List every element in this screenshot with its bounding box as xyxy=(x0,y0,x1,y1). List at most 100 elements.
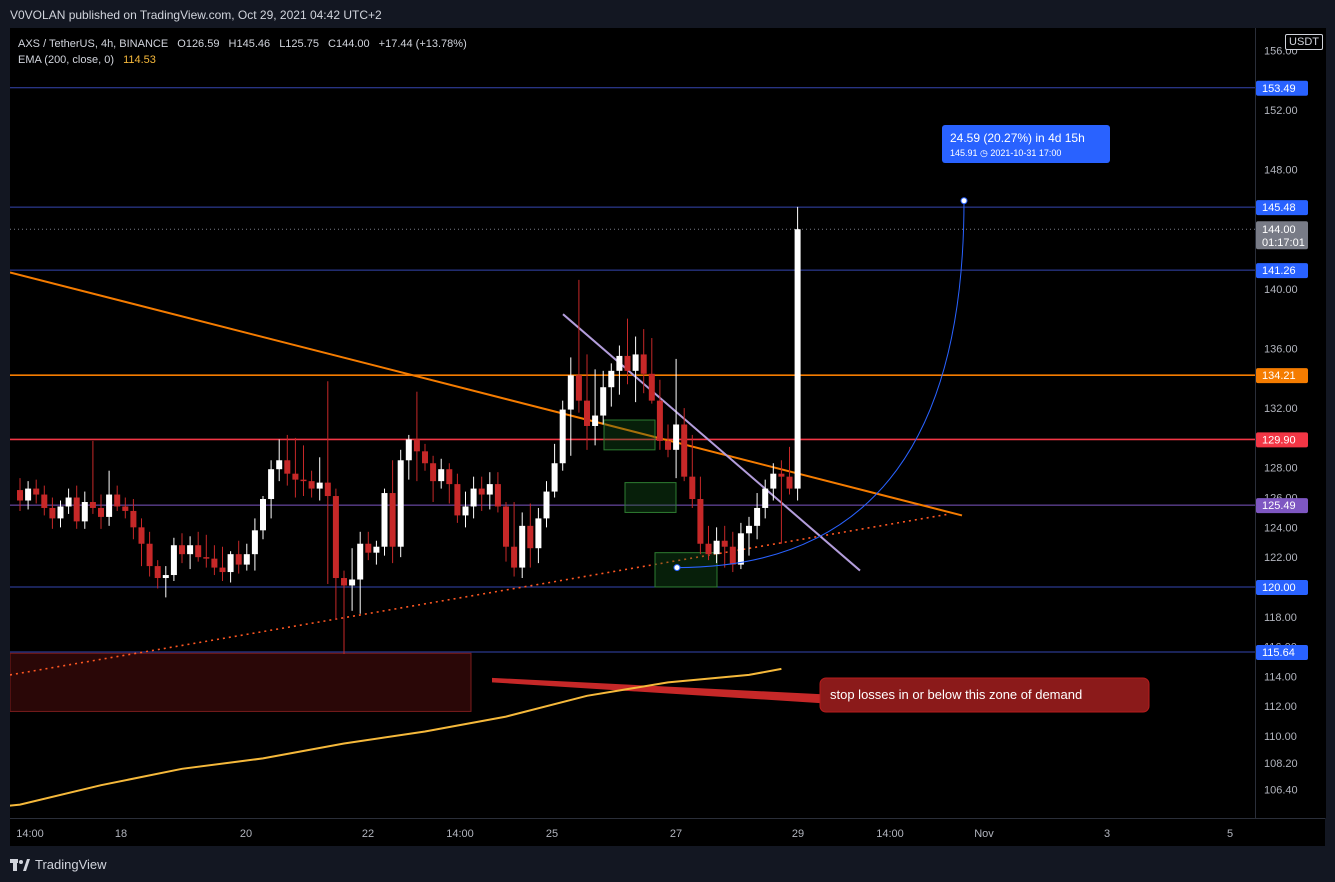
candle-body xyxy=(397,460,404,547)
publish-header: V0VOLAN published on TradingView.com, Oc… xyxy=(0,0,1335,28)
candle-body xyxy=(503,506,509,547)
candle-body xyxy=(235,554,242,565)
price-chart[interactable]: 24.59 (20.27%) in 4d 15h 145.91 ◷ 2021-10… xyxy=(10,28,1255,818)
candle-body xyxy=(405,439,412,461)
candle-body xyxy=(195,545,202,558)
candle-body xyxy=(130,510,137,528)
candle-body xyxy=(665,440,671,450)
price-tick: 112.00 xyxy=(1264,701,1297,713)
candle-body xyxy=(430,463,437,482)
price-tick: 140.00 xyxy=(1264,284,1298,296)
candle-body xyxy=(49,507,56,519)
demand-box-0 xyxy=(603,419,656,451)
level-label-4: 129.90 xyxy=(1262,434,1296,446)
price-tick: 148.00 xyxy=(1264,165,1298,177)
level-label-bg-3 xyxy=(1256,368,1308,384)
candle-body xyxy=(203,557,210,559)
candle-body xyxy=(413,439,420,452)
tradingview-logo[interactable]: TradingView xyxy=(10,857,107,872)
candle-body xyxy=(17,490,23,501)
candle-body xyxy=(713,540,720,555)
legend-high: H145.46 xyxy=(228,38,271,50)
price-tick: 118.00 xyxy=(1264,612,1297,624)
time-tick: 20 xyxy=(240,828,252,840)
candle-body xyxy=(600,387,607,416)
chart-legend: AXS / TetherUS, 4h, BINANCE O126.59 H145… xyxy=(18,36,467,68)
candle-body xyxy=(292,473,299,480)
candle-body xyxy=(608,370,615,388)
candle-body xyxy=(65,497,72,507)
time-tick: 14:00 xyxy=(876,828,904,840)
candle-body xyxy=(243,554,250,565)
level-label-5: 125.49 xyxy=(1262,500,1296,512)
price-tick: 108.20 xyxy=(1264,758,1298,770)
time-axis-labels: 14:00 18 20 22 14:00 25 27 29 14:00 Nov 3 5 xyxy=(16,828,1233,840)
candle-body xyxy=(324,482,331,497)
currency-button[interactable]: USDT xyxy=(1285,34,1323,50)
tradingview-logo-icon xyxy=(10,858,30,871)
candle-body xyxy=(349,579,356,586)
candle-body xyxy=(162,575,169,579)
level-label-bg-4 xyxy=(1256,432,1308,448)
candle-body xyxy=(381,493,388,547)
measure-start xyxy=(673,564,681,572)
ascending-dotted-trendline xyxy=(10,513,951,676)
candle-body xyxy=(219,567,226,573)
time-tick: 22 xyxy=(362,828,374,840)
candle-body xyxy=(470,488,477,507)
candle-body xyxy=(575,375,582,401)
candle-body xyxy=(519,525,526,568)
time-axis[interactable]: 14:00 18 20 22 14:00 25 27 29 14:00 Nov 3 5 xyxy=(10,818,1325,847)
time-tick: 5 xyxy=(1227,828,1233,840)
level-label-bg-6 xyxy=(1256,579,1308,595)
candle-body xyxy=(365,543,372,553)
level-label-bg-2 xyxy=(1256,263,1308,279)
legend-open: O126.59 xyxy=(177,38,220,50)
candle-body xyxy=(616,355,623,371)
demand-box-2 xyxy=(654,552,718,588)
candle-body xyxy=(567,375,574,410)
candle-body xyxy=(721,540,728,547)
candle-body xyxy=(33,488,40,495)
level-label-bg-0 xyxy=(1256,80,1308,96)
candle-body xyxy=(729,546,736,565)
price-tick: 128.00 xyxy=(1264,463,1298,475)
candle-body xyxy=(478,488,485,495)
price-tick: 132.00 xyxy=(1264,403,1298,415)
candle-body xyxy=(276,460,283,470)
publish-info: V0VOLAN published on TradingView.com, Oc… xyxy=(10,8,382,22)
tradingview-brand: TradingView xyxy=(35,857,107,872)
candle-body xyxy=(681,424,688,477)
candle-body xyxy=(592,415,599,426)
candle-body xyxy=(211,558,218,568)
legend-ema-value: 114.53 xyxy=(123,54,156,66)
candle-body xyxy=(762,488,769,508)
annotation-box xyxy=(819,677,1150,713)
candle-body xyxy=(511,546,518,568)
measure-arc xyxy=(676,200,965,569)
candle-body xyxy=(332,496,339,579)
price-tick: 114.00 xyxy=(1264,671,1297,683)
candle-body xyxy=(373,546,380,553)
price-tick: 110.00 xyxy=(1264,731,1297,743)
level-label-6: 120.00 xyxy=(1262,582,1296,594)
candle-body xyxy=(786,476,793,489)
chart-pane[interactable]: 24.59 (20.27%) in 4d 15h 145.91 ◷ 2021-10… xyxy=(10,28,1255,818)
candle-body xyxy=(81,502,88,522)
candle-body xyxy=(284,460,291,474)
price-tick: 106.40 xyxy=(1264,785,1298,797)
legend-ema-label[interactable]: EMA (200, close, 0) xyxy=(18,54,114,66)
price-tick: 122.00 xyxy=(1264,552,1298,564)
measure-sublabel: 145.91 ◷ 2021-10-31 17:00 xyxy=(950,148,1061,158)
ema-line xyxy=(10,667,782,807)
legend-symbol[interactable]: AXS / TetherUS, 4h, BINANCE xyxy=(18,38,169,50)
price-axis[interactable]: 106.40108.20110.00112.00114.00116.00118.… xyxy=(1255,28,1326,818)
measure-label: 24.59 (20.27%) in 4d 15h xyxy=(950,131,1085,145)
annotation-text: stop losses in or below this zone of dem… xyxy=(830,687,1082,702)
candle-body xyxy=(57,506,64,519)
callout-pointer xyxy=(492,677,822,704)
measure-label-box xyxy=(942,125,1110,163)
candle-body xyxy=(300,479,307,482)
price-axis-labels: 106.40108.20110.00112.00114.00116.00118.… xyxy=(1256,45,1308,797)
candle-body xyxy=(41,494,48,508)
